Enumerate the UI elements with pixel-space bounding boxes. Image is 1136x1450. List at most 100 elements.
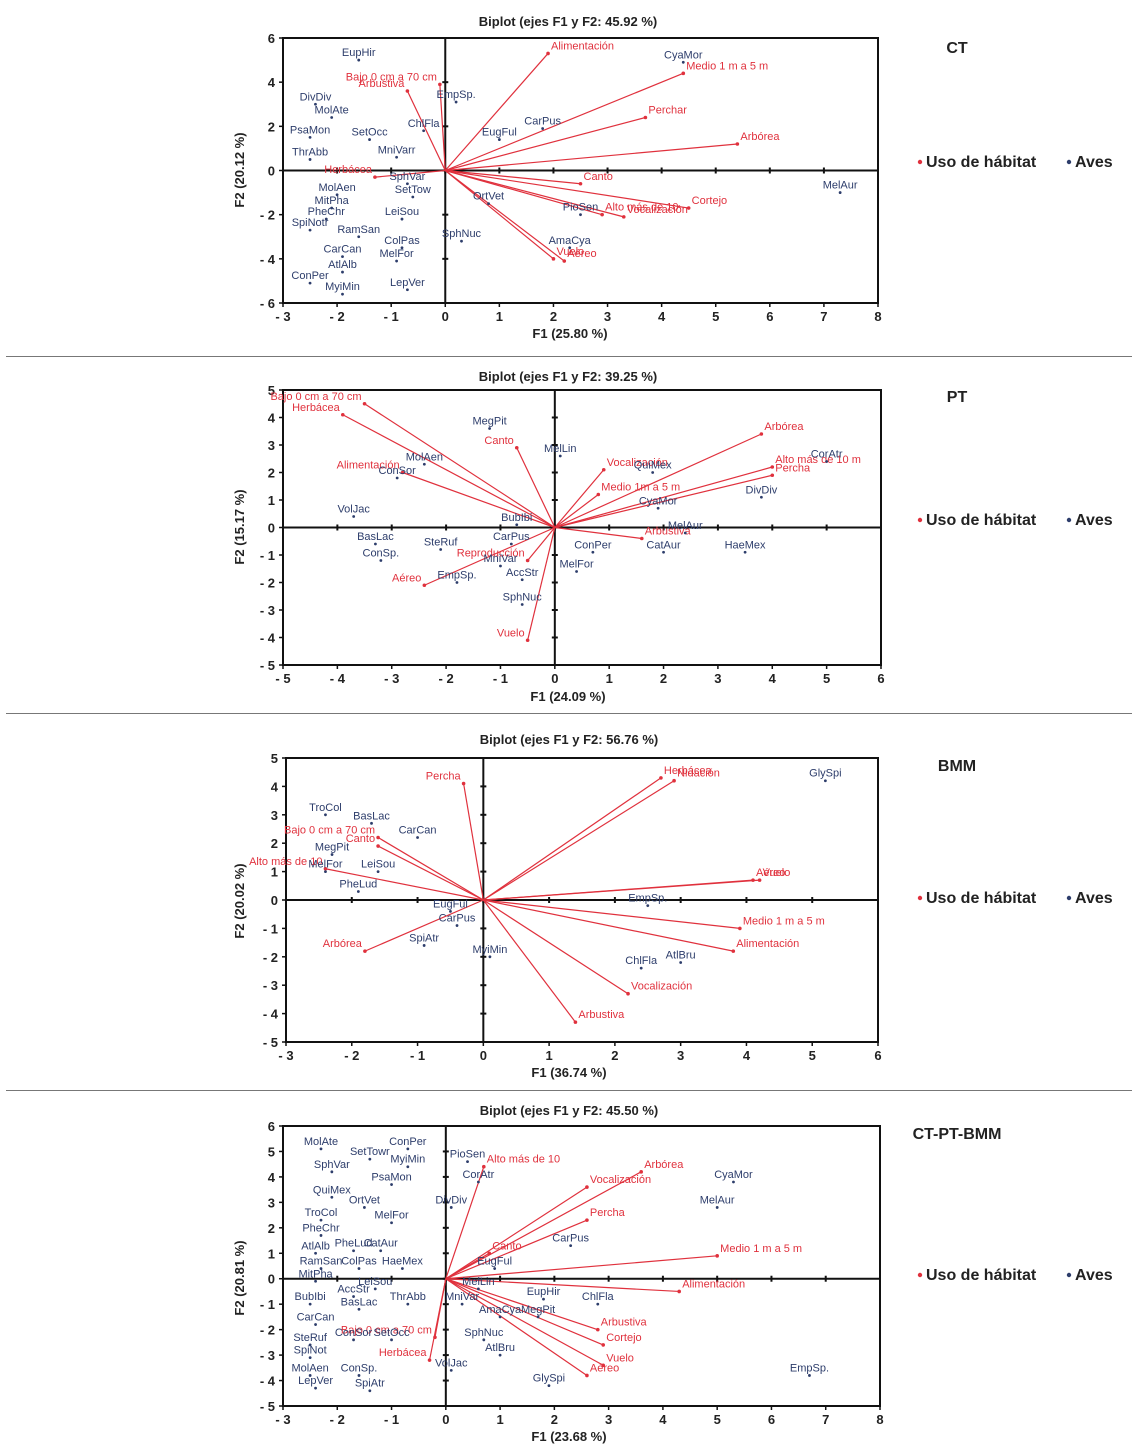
bird-marker: [314, 1279, 317, 1283]
bird-point-atlalb: AtlAlb: [301, 1240, 330, 1255]
bird-point-spiatr: SpiAtr: [355, 1378, 385, 1393]
bird-label: SpiAtr: [355, 1378, 385, 1390]
bird-label: CarCan: [399, 825, 437, 837]
variable-label: Herbácea: [664, 765, 713, 777]
variable-label: Arbustiva: [601, 1317, 648, 1329]
bird-point-carpus: CarPus: [493, 531, 530, 546]
x-tick-label: 1: [545, 1048, 552, 1063]
vector-tip: [757, 878, 762, 882]
y-tick-label: 6: [268, 31, 275, 46]
bird-point-quimex: QuiMex: [313, 1184, 351, 1199]
legend-marker-habitat: [917, 895, 923, 901]
vector-tip: [525, 638, 530, 643]
bird-label: LeiSou: [358, 1276, 392, 1288]
bird-label: PioSen: [563, 202, 598, 214]
bird-point-sphnuc: SphNuc: [503, 592, 542, 606]
x-tick-label: - 1: [410, 1048, 425, 1063]
y-tick-label: 6: [268, 1119, 275, 1134]
bird-label: EugFul: [433, 898, 468, 910]
vector-tip: [376, 844, 380, 848]
legend: Uso de hábitat Aves: [917, 1267, 1113, 1284]
bird-point-haemex: HaeMex: [382, 1256, 423, 1270]
bird-label: SpiNotr: [292, 217, 329, 229]
bird-point-molaen: MolAen: [406, 451, 443, 466]
bird-label: AtlAlb: [328, 259, 357, 271]
bird-point-megpit: MegPit: [521, 1304, 555, 1319]
bird-marker: [330, 206, 334, 210]
bird-point-lepver: LepVer: [390, 277, 425, 292]
bird-marker: [395, 476, 399, 480]
y-tick-label: 5: [268, 383, 275, 398]
bird-marker: [422, 129, 426, 133]
bird-point-carpus: CarPus: [524, 116, 561, 130]
vector-line: [445, 169, 689, 209]
variable-label: Arbórea: [740, 131, 780, 143]
vector-line: [554, 474, 773, 529]
vector-line: [516, 447, 556, 528]
bird-point-ramsan: RamSan: [337, 224, 380, 239]
bird-marker: [520, 603, 524, 606]
legend: Uso de hábitat Aves: [917, 512, 1113, 529]
legend-marker-habitat: [917, 159, 923, 165]
bird-label: EmpSp.: [628, 893, 667, 905]
bird-point-psamon: PsaMon: [371, 1172, 412, 1186]
bird-point-atlalb: AtlAlb: [328, 259, 357, 274]
bird-point-atlbru: AtlBru: [485, 1342, 515, 1357]
bird-point-setocc: SetOcc: [374, 1327, 411, 1342]
vector-line: [402, 471, 556, 529]
vector-tip: [731, 949, 736, 953]
vector-tip: [585, 1373, 589, 1378]
bird-point-ortvet: OrtVet: [349, 1194, 380, 1209]
vector-line: [445, 1171, 642, 1280]
bird-marker: [308, 281, 312, 285]
bird-marker: [460, 239, 463, 243]
bird-marker: [324, 870, 327, 873]
biplot-panel-ct: Biplot (ejes F1 y F2: 45.92 %) - 3 - 2 - 1 0…: [0, 0, 1136, 356]
bird-point-cataur: CatAur: [364, 1238, 398, 1253]
bird-label: PsaMon: [290, 124, 330, 136]
bird-point-amacya: AmaCya: [479, 1304, 522, 1319]
legend-label-birds: Aves: [1075, 1267, 1113, 1284]
variable-vector-cortejo: Cortejo: [445, 1278, 642, 1347]
variable-label: Arbórea: [323, 938, 363, 950]
bird-label: QuiMex: [634, 460, 672, 472]
bird-marker: [715, 1206, 719, 1209]
legend-label-habitat: Uso de hábitat: [926, 154, 1037, 171]
bird-label: CarCan: [297, 1312, 335, 1324]
bird-point-melfor: MelFor: [374, 1210, 409, 1225]
variable-label: Aéreo: [756, 867, 785, 879]
bird-marker: [455, 581, 459, 584]
vector-tip: [551, 257, 556, 261]
bird-label: EmpSp.: [790, 1362, 829, 1374]
vector-line: [406, 90, 446, 171]
vector-tip: [341, 412, 345, 417]
x-tick-label: - 1: [384, 309, 399, 324]
x-tick-label: 1: [496, 1412, 503, 1427]
bird-point-phechr: PheChr: [302, 1222, 340, 1237]
bird-point-voljac: VolJac: [435, 1357, 468, 1372]
bird-marker: [401, 1267, 404, 1270]
bird-label: EugFul: [477, 1256, 512, 1268]
bird-label: RamSan: [300, 1256, 343, 1268]
variable-label: Herbácea: [292, 402, 341, 414]
y-tick-label: - 1: [260, 1297, 275, 1312]
vector-tip: [626, 991, 630, 996]
biplot-svg: Biplot (ejes F1 y F2: 39.25 %) - 5 - 4 - 3 -…: [232, 369, 1113, 704]
vector-tip: [595, 1327, 600, 1332]
bird-marker: [422, 462, 426, 466]
vector-tip: [639, 1170, 643, 1174]
bird-marker: [454, 100, 458, 104]
bird-label: SphNuc: [464, 1327, 504, 1339]
variable-label: Alimentación: [682, 1278, 745, 1290]
x-tick-label: 3: [677, 1048, 684, 1063]
variable-label: Canto: [584, 171, 613, 183]
vector-tip: [562, 259, 567, 263]
bird-marker: [455, 924, 459, 927]
bird-label: AtlBru: [666, 949, 696, 961]
bird-label: MelFor: [374, 1210, 409, 1222]
variable-vector-vocalizacion: Vocalización: [554, 457, 668, 528]
bird-label: SetOcc: [374, 1327, 411, 1339]
bird-label: ConPer: [291, 270, 329, 282]
bird-marker: [406, 1302, 410, 1306]
bird-marker: [368, 1157, 372, 1161]
